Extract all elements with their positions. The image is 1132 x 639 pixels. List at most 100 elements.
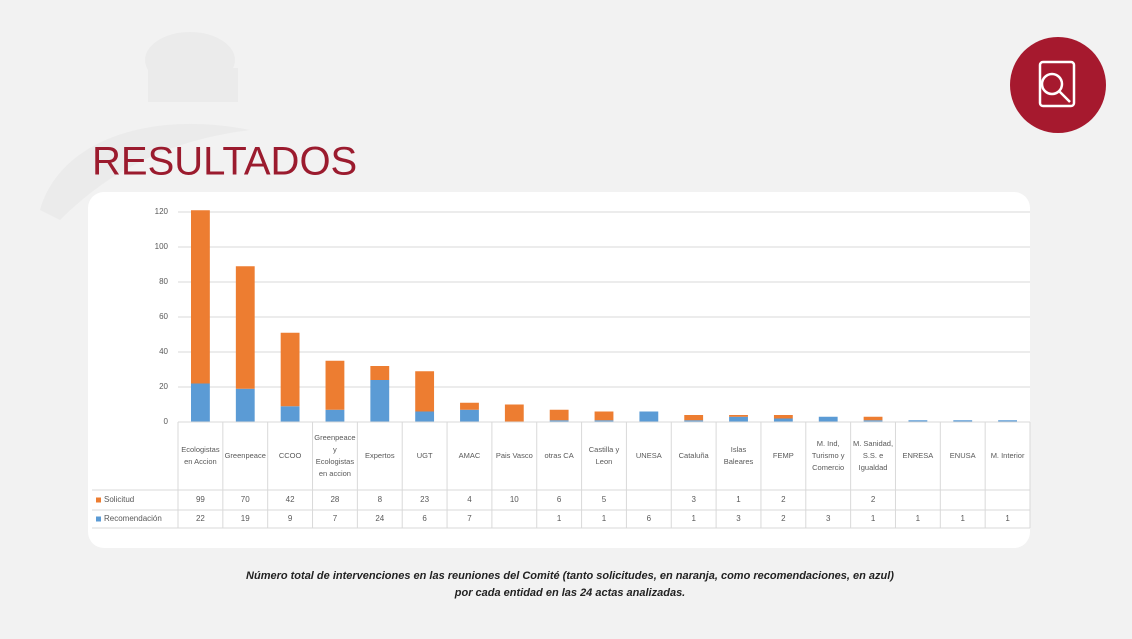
table-value: 99: [196, 495, 205, 504]
bar: [773, 415, 793, 419]
table-value: 1: [691, 514, 696, 523]
table-value: 6: [557, 495, 562, 504]
bar: [370, 380, 390, 422]
bar: [235, 388, 255, 422]
x-tick-label: Islas Baleares: [723, 445, 754, 466]
bar: [460, 409, 479, 422]
table-value: 1: [557, 514, 562, 523]
table-value: 1: [961, 514, 966, 523]
x-tick-label: Castilla y Leon: [588, 445, 620, 466]
bar: [235, 266, 255, 389]
x-tick-label: otras CA: [544, 451, 574, 460]
x-tick-label-box: Cataluña: [679, 451, 709, 460]
x-tick-label: Greenpeace y Ecologistas en accion: [314, 433, 356, 478]
bar: [370, 366, 390, 380]
x-tick-label: FEMP: [772, 451, 794, 460]
x-tick-label-box: otras CA: [544, 451, 574, 460]
table-value: 24: [375, 514, 384, 523]
bar: [639, 411, 659, 422]
x-tick-label: CCOO: [278, 451, 302, 460]
table-value: 9: [288, 514, 293, 523]
x-tick-label: Ecologistas en Accion: [181, 445, 220, 466]
bar: [504, 404, 524, 422]
bar: [953, 420, 973, 422]
table-value: 70: [241, 495, 250, 504]
bar: [280, 332, 300, 407]
table-value: 3: [826, 514, 831, 523]
bar: [818, 416, 838, 422]
table-value: 7: [333, 514, 338, 523]
x-tick-label-box: Expertos: [364, 451, 395, 460]
icon-glyph: [1038, 60, 1076, 108]
x-tick-label: UGT: [416, 451, 433, 460]
x-tick-label-box: Castilla y Leon: [588, 445, 620, 466]
x-tick-label: Expertos: [364, 451, 395, 460]
table-value: 1: [871, 514, 876, 523]
table-value: 1: [916, 514, 921, 523]
legend-label: Recomendación: [104, 514, 162, 523]
x-tick-label-box: UGT: [416, 451, 433, 460]
bar: [684, 420, 704, 422]
bar: [729, 416, 748, 422]
x-tick-label: M. Ind, Turismo y Comercio: [811, 439, 845, 472]
x-tick-label-box: ENRESA: [902, 451, 933, 460]
bar: [415, 371, 435, 412]
caption: Número total de intervenciones en las re…: [246, 570, 894, 582]
x-tick-label-box: Ecologistas en Accion: [181, 445, 220, 466]
x-tick-label: ENUSA: [949, 451, 976, 460]
x-tick-label-box: Greenpeace y Ecologistas en accion: [314, 433, 356, 478]
x-tick-label-box: M. Sanidad, S.S. e Igualdad: [853, 439, 894, 472]
table-value: 3: [691, 495, 696, 504]
x-tick-label: Greenpeace: [224, 451, 266, 460]
table-value: 6: [422, 514, 427, 523]
x-tick-label-box: Islas Baleares: [723, 445, 754, 466]
x-tick-label-box: ENUSA: [949, 451, 976, 460]
table-value: 4: [467, 495, 472, 504]
y-tick-label: 40: [159, 347, 168, 356]
table-value: 23: [420, 495, 429, 504]
table-value: 19: [241, 514, 250, 523]
bar: [325, 409, 345, 422]
table-value: 28: [330, 495, 339, 504]
slide-heading: RESULTADOS: [92, 140, 357, 184]
bar: [594, 411, 614, 421]
bar: [684, 415, 704, 421]
table-value: 6: [647, 514, 652, 523]
bar: [908, 420, 928, 422]
bar: [594, 420, 614, 422]
legend-label: Solicitud: [104, 495, 134, 504]
x-tick-label-box: CCOO: [278, 451, 302, 460]
bar: [998, 420, 1017, 422]
bar: [191, 383, 210, 422]
x-tick-label-box: Pais Vasco: [496, 451, 533, 460]
y-tick-label: 0: [164, 417, 169, 426]
table-value: 1: [1005, 514, 1010, 523]
bar: [191, 210, 210, 384]
table-value: 3: [736, 514, 741, 523]
bar: [863, 416, 883, 421]
x-tick-label: AMAC: [458, 451, 481, 460]
y-tick-label: 100: [155, 242, 169, 251]
table-value: 7: [467, 514, 472, 523]
y-tick-label: 60: [159, 312, 168, 321]
x-tick-label: M. Interior: [990, 451, 1025, 460]
x-tick-label-box: AMAC: [458, 451, 481, 460]
table-value: 5: [602, 495, 607, 504]
caption: por cada entidad en las 24 actas analiza…: [454, 587, 686, 599]
bar: [549, 420, 569, 422]
table-value: 22: [196, 514, 205, 523]
x-tick-label-box: M. Ind, Turismo y Comercio: [811, 439, 845, 472]
table-value: 2: [781, 514, 786, 523]
bar: [729, 415, 748, 417]
bar: [325, 360, 345, 410]
bar: [415, 411, 435, 422]
x-tick-label: UNESA: [635, 451, 662, 460]
x-tick-label: M. Sanidad, S.S. e Igualdad: [853, 439, 894, 472]
x-tick-label-box: UNESA: [635, 451, 662, 460]
table-value: 8: [378, 495, 383, 504]
legend-swatch: [96, 497, 101, 503]
table-value: 42: [286, 495, 295, 504]
bar: [280, 406, 300, 422]
watermark: [40, 32, 250, 220]
